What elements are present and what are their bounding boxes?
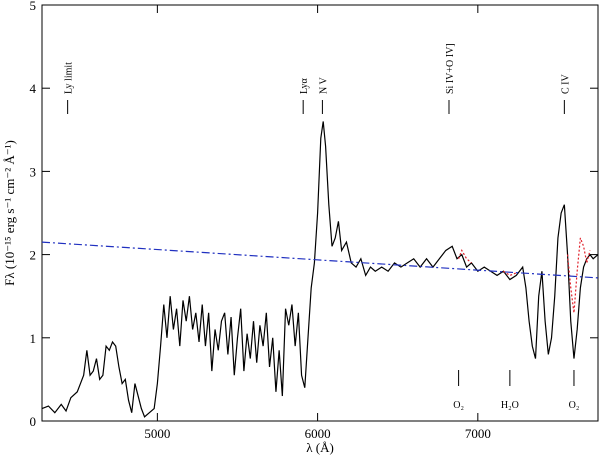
- annotation-label: C IV: [560, 74, 571, 95]
- annotation-label: O₂: [453, 400, 464, 411]
- y-tick-label: 3: [30, 164, 37, 179]
- annotation-label: N V: [318, 76, 329, 94]
- x-tick-label: 6000: [305, 426, 331, 441]
- spectrum-line: [41, 241, 599, 279]
- spectrum-line: [41, 121, 599, 418]
- annotation-label: Ly limit: [64, 62, 75, 94]
- y-tick-label: 2: [30, 248, 37, 263]
- y-tick-label: 4: [30, 81, 37, 96]
- annotation-label: Lyα: [299, 77, 310, 94]
- y-tick-label: 0: [30, 414, 37, 429]
- annotation-label: H₂O: [501, 400, 519, 411]
- y-tick-label: 5: [30, 0, 37, 13]
- x-tick-label: 5000: [144, 426, 170, 441]
- annotation-label: Si IV+O IV]: [445, 43, 456, 94]
- x-tick-label: 7000: [465, 426, 491, 441]
- y-tick-label: 1: [30, 331, 37, 346]
- plot-frame: [41, 4, 599, 422]
- y-axis-label: Fλ (10⁻¹⁵ erg s⁻¹ cm⁻² Å⁻¹): [2, 140, 17, 286]
- spectrum-line: [458, 237, 591, 313]
- annotation-label: O₂: [569, 400, 580, 411]
- x-axis-label: λ (Å): [306, 440, 334, 455]
